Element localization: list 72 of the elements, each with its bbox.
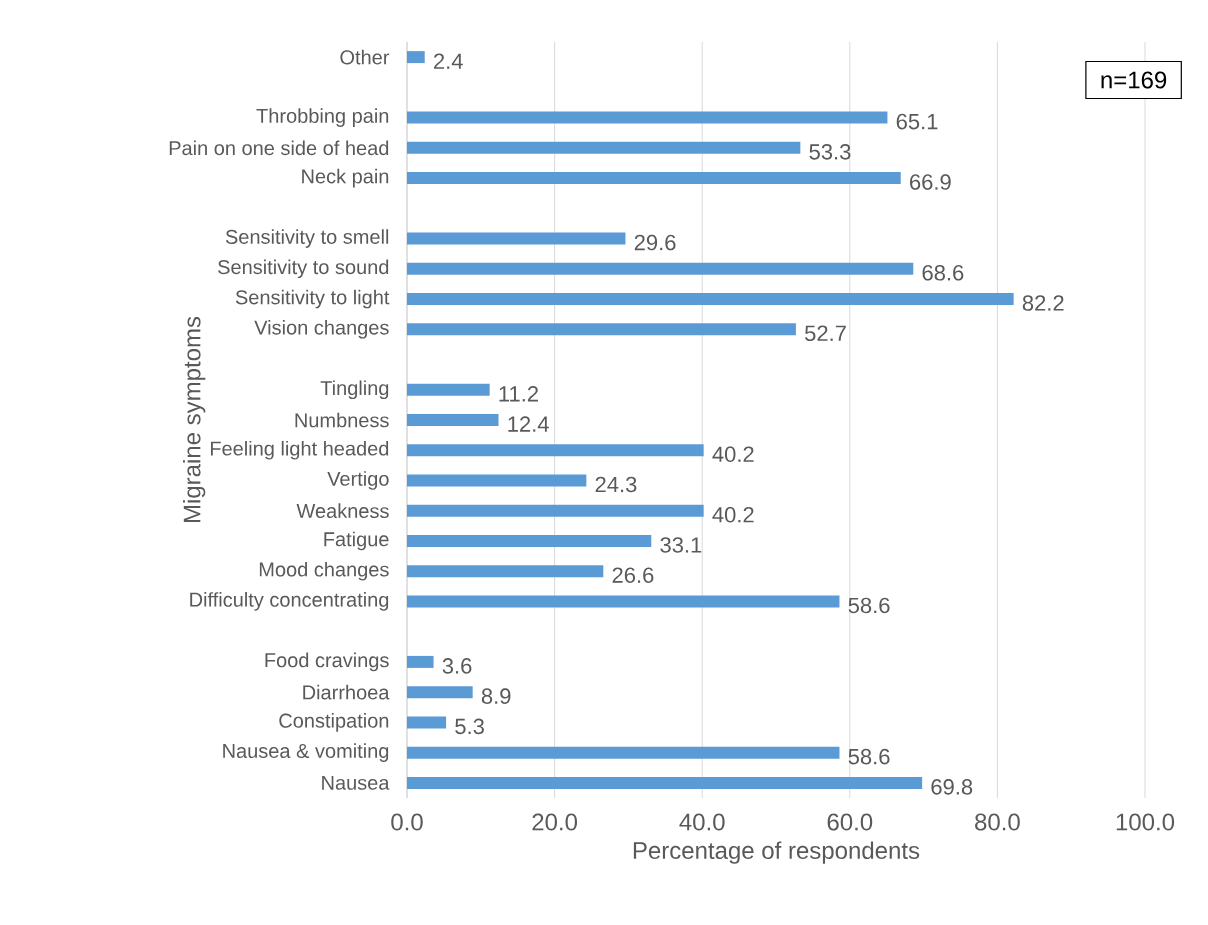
x-tick-label: 0.0 — [391, 813, 423, 831]
y-tick-label: Nausea — [322, 775, 390, 790]
bar — [407, 716, 447, 729]
y-tick-label: Constipation — [279, 713, 389, 732]
bar — [407, 293, 1014, 306]
data-label: 29.6 — [634, 234, 676, 251]
x-tick-label: 20.0 — [532, 813, 578, 831]
bar — [407, 686, 473, 699]
bar — [407, 746, 840, 759]
data-label: 26.6 — [612, 567, 654, 583]
data-label: 68.6 — [922, 265, 964, 281]
data-label: 65.1 — [896, 113, 938, 130]
y-tick-label: Food cravings — [265, 652, 389, 672]
bar — [407, 444, 704, 457]
data-label: 12.4 — [508, 416, 549, 432]
x-axis-title: Percentage of respondents — [633, 841, 920, 864]
annotation: n=169 — [1101, 71, 1167, 89]
y-tick-label: Vision changes — [254, 319, 389, 339]
y-tick-label: Weakness — [296, 503, 389, 519]
bar — [407, 655, 434, 668]
data-label: 52.7 — [805, 325, 846, 342]
bar — [407, 504, 704, 517]
data-label: 40.2 — [712, 506, 754, 523]
bar — [407, 141, 801, 154]
bar — [407, 565, 604, 578]
data-label: 40.2 — [712, 446, 754, 463]
bar — [407, 534, 652, 547]
x-tick-label: 40.0 — [679, 813, 725, 831]
data-label: 8.9 — [481, 688, 511, 704]
data-label: 69.8 — [931, 779, 973, 795]
y-tick-label: Diarrhoea — [303, 684, 390, 700]
y-tick-label: Tingling — [320, 380, 389, 400]
data-label: 58.6 — [848, 748, 890, 765]
bar — [407, 474, 587, 487]
data-label: 2.4 — [434, 53, 463, 69]
bar — [407, 232, 626, 245]
x-tick-label: 80.0 — [975, 813, 1020, 831]
y-tick-label: Pain on one side of head — [169, 140, 389, 156]
data-label: 33.1 — [660, 537, 702, 553]
y-tick-label: Feeling light headed — [210, 440, 389, 460]
y-tick-label: Numbness — [295, 412, 389, 428]
x-tick-label: 100.0 — [1116, 813, 1175, 831]
y-tick-label: Sensitivity to light — [235, 289, 390, 309]
bar — [407, 51, 425, 64]
bar — [407, 172, 901, 185]
y-tick-label: Other — [340, 49, 390, 65]
bar — [407, 414, 499, 426]
bar — [407, 383, 490, 396]
data-label: 53.3 — [809, 144, 851, 160]
data-label: 11.2 — [499, 386, 538, 402]
bar — [407, 323, 796, 336]
y-tick-label: Throbbing pain — [256, 108, 389, 127]
y-tick-label: Mood changes — [259, 561, 389, 581]
data-label: 3.6 — [442, 658, 472, 674]
y-tick-label: Nausea & vomiting — [223, 743, 389, 762]
bar — [407, 776, 923, 789]
y-tick-label: Sensitivity to smell — [225, 229, 389, 248]
y-tick-label: Sensitivity to sound — [218, 259, 389, 279]
y-tick-label: Difficulty concentrating — [190, 592, 389, 611]
data-label: 58.6 — [848, 597, 890, 614]
y-tick-label: Neck pain — [302, 168, 389, 188]
x-tick-label: 60.0 — [827, 813, 873, 831]
data-label: 66.9 — [910, 174, 951, 190]
y-tick-label: Vertigo — [327, 471, 389, 490]
data-label: 82.2 — [1022, 295, 1064, 311]
y-axis-title: Migraine symptoms — [182, 316, 206, 523]
y-tick-label: Fatigue — [324, 531, 389, 551]
bar — [407, 262, 914, 275]
bar — [407, 595, 840, 608]
data-label: 24.3 — [595, 476, 637, 493]
data-label: 5.3 — [455, 718, 484, 735]
bar — [407, 111, 888, 124]
